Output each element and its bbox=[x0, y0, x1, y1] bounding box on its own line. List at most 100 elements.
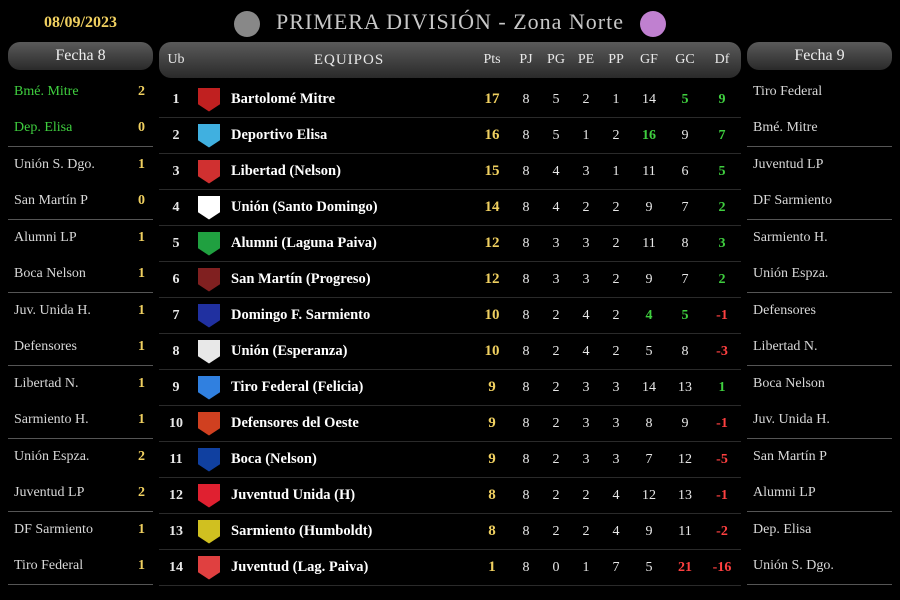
fixture-team: Unión Espza. bbox=[14, 449, 89, 465]
cell-pg: 2 bbox=[541, 308, 571, 324]
cell-gc: 5 bbox=[667, 92, 703, 108]
cell-df: 3 bbox=[703, 236, 741, 252]
cell-pp: 3 bbox=[601, 416, 631, 432]
fixture-pair: Libertad N.1Sarmiento H.1 bbox=[8, 366, 153, 439]
cell-pj: 8 bbox=[511, 344, 541, 360]
cell-gf: 9 bbox=[631, 524, 667, 540]
cell-crest bbox=[198, 160, 220, 184]
cell-crest bbox=[198, 196, 220, 220]
cell-gf: 9 bbox=[631, 200, 667, 216]
table-header: Ub EQUIPOS Pts PJ PG PE PP GF GC Df bbox=[159, 42, 741, 78]
fixture-row: Juv. Unida H. bbox=[747, 402, 892, 438]
cell-pg: 2 bbox=[541, 488, 571, 504]
fixture-team: Juventud LP bbox=[14, 485, 84, 501]
cell-pg: 2 bbox=[541, 524, 571, 540]
cell-pts: 9 bbox=[473, 379, 511, 396]
cell-pj: 8 bbox=[511, 92, 541, 108]
fixture-team: Alumni LP bbox=[14, 230, 77, 246]
cell-pos: 1 bbox=[159, 92, 193, 108]
fixture-pair: Unión Espza.2Juventud LP2 bbox=[8, 439, 153, 512]
fixture-row: Libertad N.1 bbox=[8, 366, 153, 402]
cell-df: -16 bbox=[703, 560, 741, 576]
cell-pg: 4 bbox=[541, 164, 571, 180]
table-row: 7Domingo F. Sarmiento10824245-1 bbox=[159, 298, 741, 334]
fixture-row: Defensores bbox=[747, 293, 892, 329]
h-df: Df bbox=[703, 52, 741, 68]
fixture-pair: Defensores Libertad N. bbox=[747, 293, 892, 366]
cell-df: -5 bbox=[703, 452, 741, 468]
cell-pj: 8 bbox=[511, 128, 541, 144]
fixture-score: 1 bbox=[129, 376, 145, 392]
cell-gc: 6 bbox=[667, 164, 703, 180]
cell-pe: 1 bbox=[571, 560, 601, 576]
fixture-team: Defensores bbox=[753, 303, 816, 319]
fixture-row: Libertad N. bbox=[747, 329, 892, 365]
fixture-team: Dep. Elisa bbox=[753, 522, 811, 538]
title: PRIMERA DIVISIÓN - Zona Norte bbox=[153, 9, 747, 37]
cell-pj: 8 bbox=[511, 308, 541, 324]
fixture-team: DF Sarmiento bbox=[14, 522, 93, 538]
fixture-score: 1 bbox=[129, 339, 145, 355]
cell-gc: 12 bbox=[667, 452, 703, 468]
fixture-row: San Martín P0 bbox=[8, 183, 153, 219]
cell-name: Unión (Santo Domingo) bbox=[225, 199, 473, 216]
cell-pts: 15 bbox=[473, 163, 511, 180]
cell-name: Deportivo Elisa bbox=[225, 127, 473, 144]
cell-pp: 2 bbox=[601, 308, 631, 324]
cell-pp: 4 bbox=[601, 488, 631, 504]
cell-pos: 6 bbox=[159, 272, 193, 288]
left-header: Fecha 8 bbox=[8, 42, 153, 70]
fixture-pair: San Martín PAlumni LP bbox=[747, 439, 892, 512]
cell-df: 2 bbox=[703, 200, 741, 216]
fixture-score: 1 bbox=[129, 157, 145, 173]
cell-df: 2 bbox=[703, 272, 741, 288]
cell-pe: 3 bbox=[571, 452, 601, 468]
fixture-pair: Bmé. Mitre2Dep. Elisa0 bbox=[8, 74, 153, 147]
cell-name: San Martín (Progreso) bbox=[225, 271, 473, 288]
table-row: 12Juventud Unida (H)882241213-1 bbox=[159, 478, 741, 514]
h-pts: Pts bbox=[473, 52, 511, 68]
cell-gf: 12 bbox=[631, 488, 667, 504]
cell-pos: 14 bbox=[159, 560, 193, 576]
cell-pp: 2 bbox=[601, 344, 631, 360]
cell-gc: 5 bbox=[667, 308, 703, 324]
fixture-team: Tiro Federal bbox=[753, 84, 822, 100]
header: 08/09/2023 PRIMERA DIVISIÓN - Zona Norte bbox=[8, 8, 892, 38]
cell-name: Domingo F. Sarmiento bbox=[225, 307, 473, 324]
cell-df: 9 bbox=[703, 92, 741, 108]
cell-pe: 3 bbox=[571, 164, 601, 180]
fixture-row: Dep. Elisa bbox=[747, 512, 892, 548]
cell-pe: 1 bbox=[571, 128, 601, 144]
cell-pg: 2 bbox=[541, 344, 571, 360]
cell-pp: 3 bbox=[601, 380, 631, 396]
cell-crest bbox=[198, 484, 220, 508]
cell-name: Bartolomé Mitre bbox=[225, 91, 473, 108]
cell-df: -1 bbox=[703, 488, 741, 504]
fixture-score: 1 bbox=[129, 266, 145, 282]
fixture-row: Sarmiento H.1 bbox=[8, 402, 153, 438]
left-fixtures: Fecha 8 Bmé. Mitre2Dep. Elisa0Unión S. D… bbox=[8, 42, 153, 592]
h-pj: PJ bbox=[511, 52, 541, 68]
cell-pts: 12 bbox=[473, 271, 511, 288]
cell-pp: 7 bbox=[601, 560, 631, 576]
cell-pe: 2 bbox=[571, 488, 601, 504]
table-row: 10Defensores del Oeste9823389-1 bbox=[159, 406, 741, 442]
cell-gf: 9 bbox=[631, 272, 667, 288]
table-row: 9Tiro Federal (Felicia)9823314131 bbox=[159, 370, 741, 406]
fixture-row: San Martín P bbox=[747, 439, 892, 475]
h-ub: Ub bbox=[159, 52, 193, 68]
cell-name: Alumni (Laguna Paiva) bbox=[225, 235, 473, 252]
cell-pg: 2 bbox=[541, 380, 571, 396]
right-list: Tiro FederalBmé. MitreJuventud LPDF Sarm… bbox=[747, 74, 892, 585]
league-logo-right-icon bbox=[640, 11, 666, 37]
cell-pts: 14 bbox=[473, 199, 511, 216]
fixture-score: 2 bbox=[129, 449, 145, 465]
fixture-score: 1 bbox=[129, 303, 145, 319]
right-fixtures: Fecha 9 Tiro FederalBmé. MitreJuventud L… bbox=[747, 42, 892, 592]
cell-df: -1 bbox=[703, 416, 741, 432]
cell-df: 1 bbox=[703, 380, 741, 396]
fixture-pair: Sarmiento H.Unión Espza. bbox=[747, 220, 892, 293]
fixture-pair: Dep. ElisaUnión S. Dgo. bbox=[747, 512, 892, 585]
cell-gf: 5 bbox=[631, 344, 667, 360]
table-row: 3Libertad (Nelson)1584311165 bbox=[159, 154, 741, 190]
